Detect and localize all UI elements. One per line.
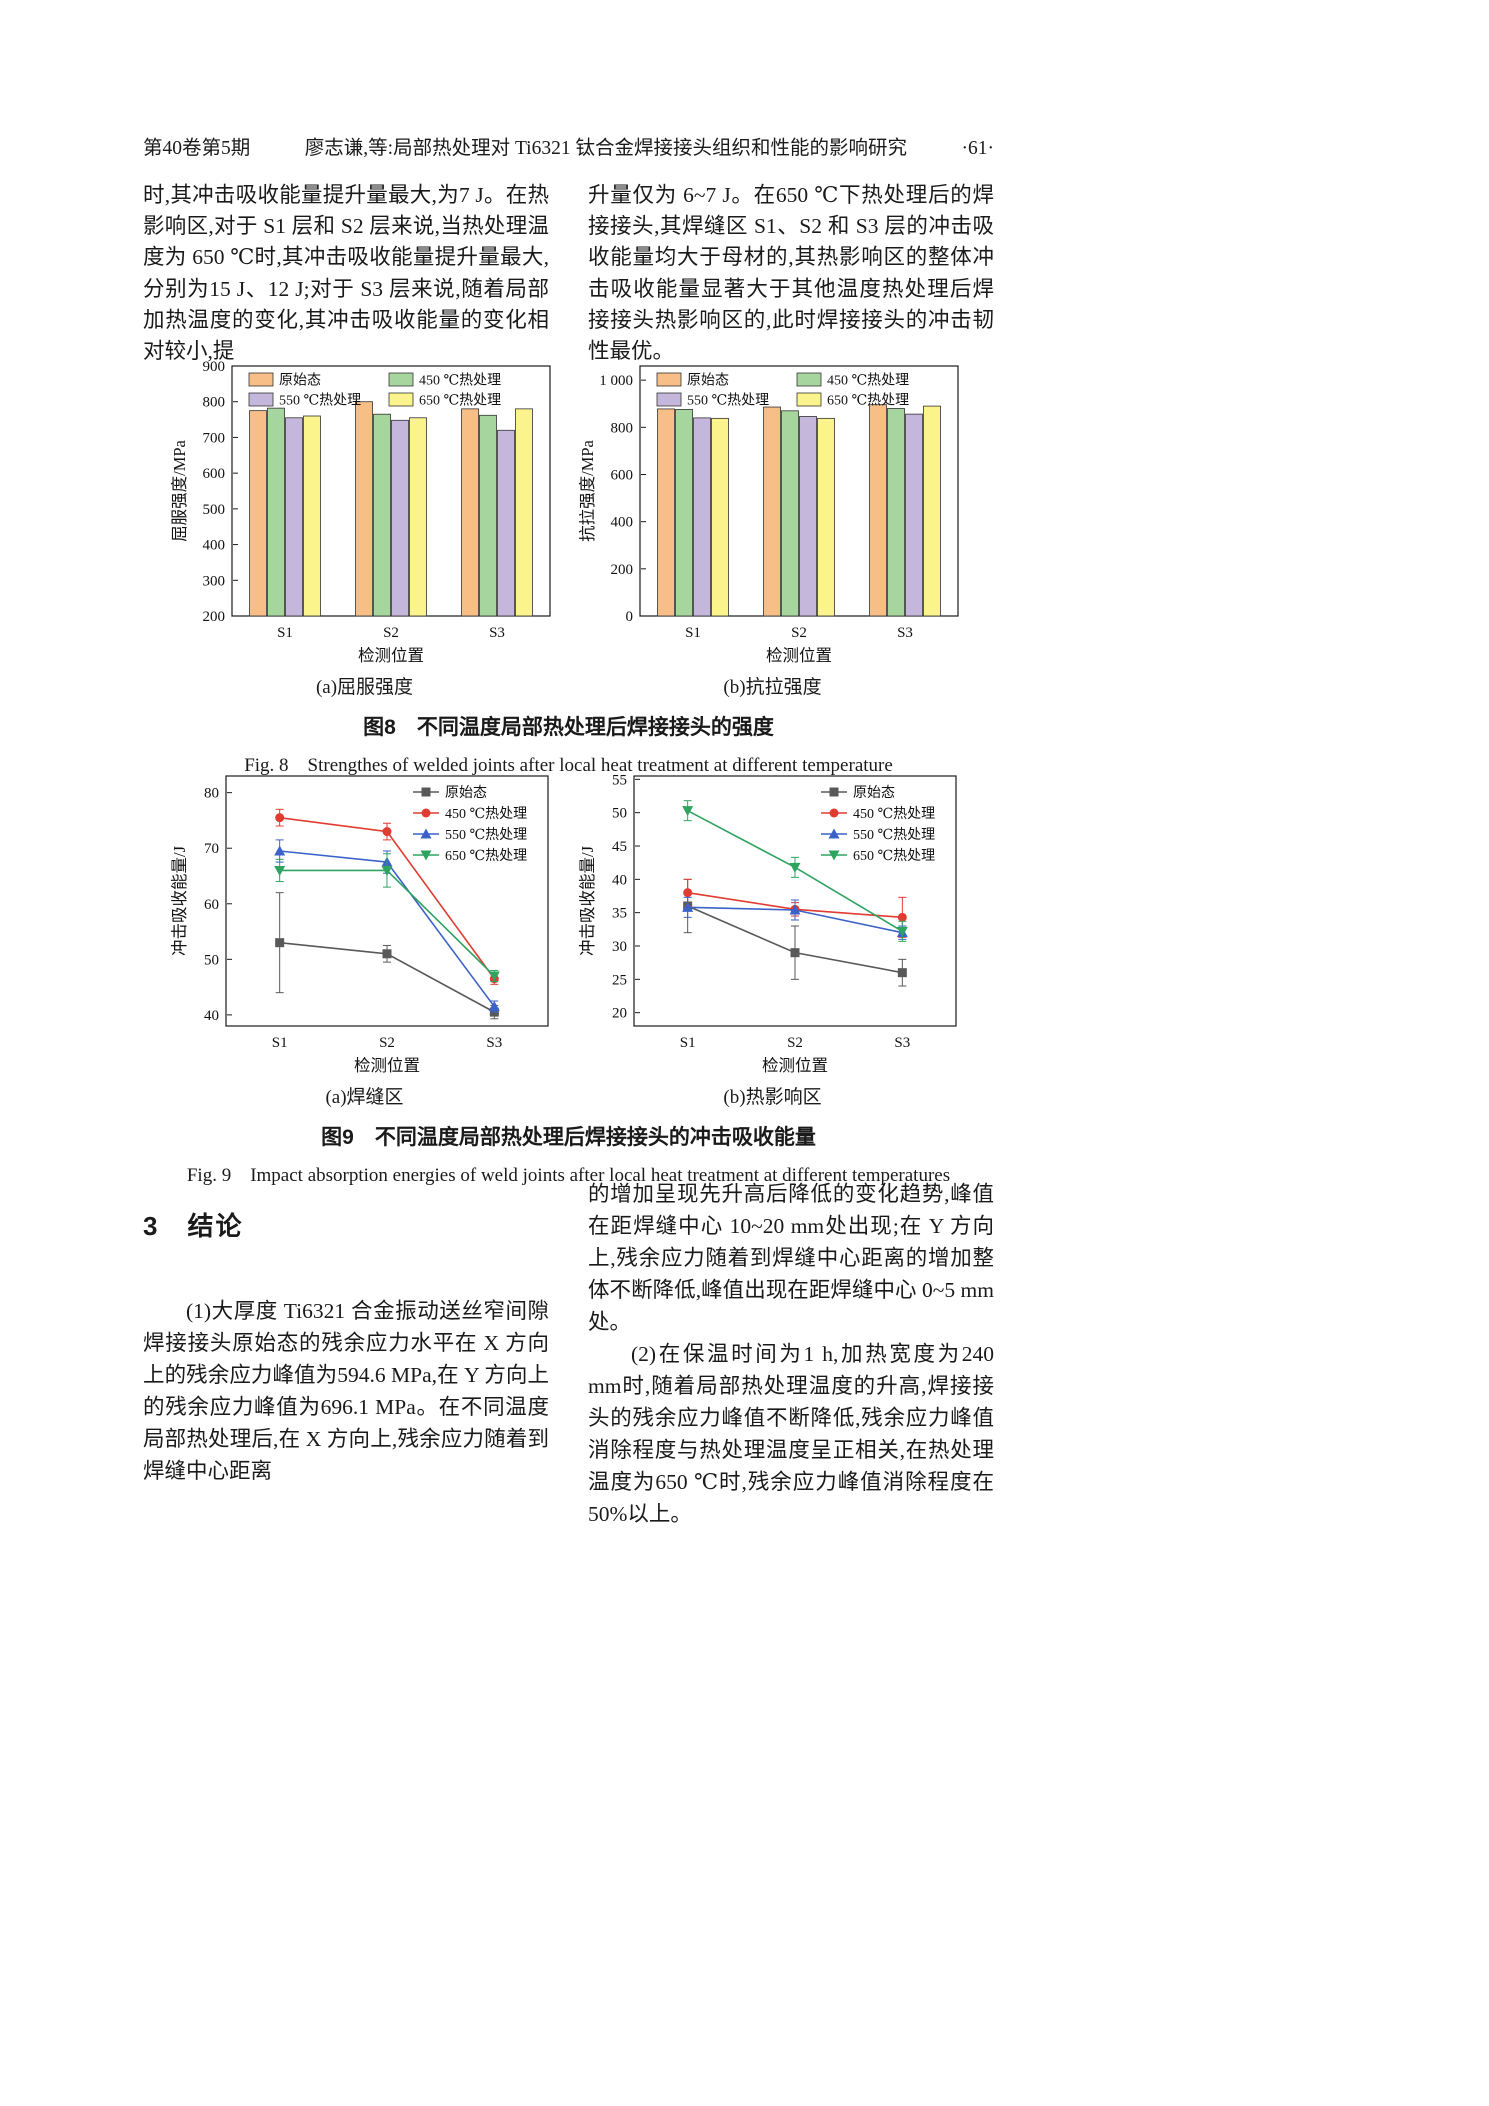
- svg-text:450 ℃热处理: 450 ℃热处理: [419, 373, 501, 389]
- svg-text:450 ℃热处理: 450 ℃热处理: [445, 806, 527, 822]
- svg-text:400: 400: [202, 538, 225, 554]
- svg-text:原始态: 原始态: [279, 373, 321, 389]
- svg-text:300: 300: [202, 573, 225, 589]
- svg-text:0: 0: [625, 609, 633, 625]
- svg-text:检测位置: 检测位置: [762, 1056, 828, 1075]
- figure-9-charts-row: 40 50 60 70 80 S1 S2 S3 检测位置 冲击吸收能量/J 原始态 450 ℃热处理 5…: [143, 768, 994, 1078]
- svg-text:S1: S1: [685, 625, 701, 641]
- conclusion-paragraph-1: (1)大厚度 Ti6321 合金振动送丝窄间隙焊接接头原始态的残余应力水平在 X…: [143, 1299, 549, 1483]
- impact-energy-haz-chart: 20 25 30 35 40 45 50 55 S1 S2 S3 检测位置 冲击吸收能量/J 原始态 450…: [578, 772, 957, 1075]
- svg-text:40: 40: [204, 1008, 219, 1024]
- conclusion-heading: 3 结论: [143, 1211, 244, 1241]
- svg-text:25: 25: [612, 972, 627, 988]
- svg-text:S1: S1: [271, 1035, 287, 1051]
- figure-8-charts-row: 200 300 400 500 600 700 800 900 S1 S2 S3 检测位置 屈服强度/M…: [143, 358, 994, 668]
- svg-text:600: 600: [202, 466, 225, 482]
- svg-text:550 ℃热处理: 550 ℃热处理: [687, 393, 769, 409]
- fig9-caption-en: Fig. 9 Impact absorption energies of wel…: [186, 1165, 951, 1186]
- conclusion-paragraph-2: 的增加呈现先升高后降低的变化趋势,峰值在距焊缝中心 10~20 mm处出现;在 …: [588, 1182, 994, 1334]
- svg-text:S3: S3: [897, 625, 913, 641]
- svg-text:700: 700: [202, 430, 225, 446]
- impact-energy-weld-zone-chart: 40 50 60 70 80 S1 S2 S3 检测位置 冲击吸收能量/J 原始态 450 ℃热处理 5…: [170, 775, 549, 1075]
- svg-text:S1: S1: [277, 625, 293, 641]
- fig8-subcaption-b: (b)抗拉强度: [723, 677, 822, 698]
- svg-text:S3: S3: [894, 1035, 910, 1051]
- svg-text:550 ℃热处理: 550 ℃热处理: [445, 827, 527, 843]
- running-title: 廖志谦,等:局部热处理对 Ti6321 钛合金焊接接头组织和性能的影响研究: [304, 138, 907, 159]
- intro-text-columns: 时,其冲击吸收能量提升量最大,为7 J。在热影响区,对于 S1 层和 S2 层来…: [143, 180, 994, 367]
- svg-text:70: 70: [204, 841, 219, 857]
- svg-text:35: 35: [612, 906, 627, 922]
- svg-text:S2: S2: [379, 1035, 395, 1051]
- tensile-strength-bar-chart: 0 200 400 600 800 1 000 S1 S2 S3 检测位置 抗拉强度/MPa 原始态 4…: [578, 365, 959, 665]
- svg-text:600: 600: [610, 467, 633, 483]
- svg-text:450 ℃热处理: 450 ℃热处理: [853, 806, 935, 822]
- svg-text:50: 50: [204, 952, 219, 968]
- fig9-subcaption-a: (a)焊缝区: [325, 1087, 404, 1108]
- figure-8-caption: 图8 不同温度局部热处理后焊接接头的强度 Fig. 8 Strengthes o…: [143, 711, 994, 777]
- svg-text:55: 55: [612, 772, 627, 788]
- svg-text:S3: S3: [486, 1035, 502, 1051]
- fig8-caption-en: Fig. 8 Strengthes of welded joints after…: [244, 755, 893, 776]
- figure-9: 40 50 60 70 80 S1 S2 S3 检测位置 冲击吸收能量/J 原始态 450 ℃热处理 5…: [143, 768, 994, 1187]
- svg-text:冲击吸收能量/J: 冲击吸收能量/J: [170, 845, 189, 956]
- svg-text:检测位置: 检测位置: [354, 1056, 420, 1075]
- page-header: 第40卷第5期 廖志谦,等:局部热处理对 Ti6321 钛合金焊接接头组织和性能…: [143, 131, 994, 160]
- fig8-caption-cn: 图8 不同温度局部热处理后焊接接头的强度: [363, 716, 774, 739]
- fig9-caption-cn: 图9 不同温度局部热处理后焊接接头的冲击吸收能量: [321, 1126, 816, 1149]
- figure-8: 200 300 400 500 600 700 800 900 S1 S2 S3 检测位置 屈服强度/M…: [143, 358, 994, 777]
- figure-9-caption: 图9 不同温度局部热处理后焊接接头的冲击吸收能量 Fig. 9 Impact a…: [143, 1121, 994, 1187]
- yield-strength-bar-chart: 200 300 400 500 600 700 800 900 S1 S2 S3 检测位置 屈服强度/M…: [170, 359, 551, 665]
- svg-text:20: 20: [612, 1006, 627, 1022]
- svg-text:400: 400: [610, 515, 633, 531]
- fig9-subcaption-b: (b)热影响区: [723, 1087, 822, 1108]
- svg-text:原始态: 原始态: [445, 785, 487, 801]
- conclusion-right-column: 的增加呈现先升高后降低的变化趋势,峰值在距焊缝中心 10~20 mm处出现;在 …: [588, 1178, 994, 1530]
- svg-text:60: 60: [204, 897, 219, 913]
- svg-text:450 ℃热处理: 450 ℃热处理: [827, 373, 909, 389]
- conclusion-paragraph-3: (2)在保温时间为1 h,加热宽度为240 mm时,随着局部热处理温度的升高,焊…: [588, 1342, 994, 1526]
- intro-paragraph-right: 升量仅为 6~7 J。在650 ℃下热处理后的焊接接头,其焊缝区 S1、S2 和…: [588, 183, 994, 364]
- svg-text:S2: S2: [787, 1035, 803, 1051]
- svg-text:800: 800: [610, 420, 633, 436]
- svg-text:650 ℃热处理: 650 ℃热处理: [827, 393, 909, 409]
- svg-text:原始态: 原始态: [687, 373, 729, 389]
- fig8-subcaption-a: (a)屈服强度: [315, 677, 414, 698]
- svg-text:200: 200: [610, 562, 633, 578]
- svg-text:30: 30: [612, 939, 627, 955]
- svg-text:检测位置: 检测位置: [358, 646, 424, 665]
- svg-text:屈服强度/MPa: 屈服强度/MPa: [170, 439, 189, 541]
- svg-text:900: 900: [202, 359, 225, 375]
- svg-text:抗拉强度/MPa: 抗拉强度/MPa: [578, 439, 597, 541]
- svg-text:1 000: 1 000: [599, 373, 633, 389]
- svg-text:200: 200: [202, 609, 225, 625]
- svg-text:S1: S1: [679, 1035, 695, 1051]
- journal-volume-issue: 第40卷第5期: [143, 138, 251, 159]
- figure-9-subcaptions: (a)焊缝区 (b)热影响区: [143, 1082, 994, 1109]
- svg-text:S3: S3: [489, 625, 505, 641]
- svg-text:45: 45: [612, 839, 627, 855]
- figure-8-subcaptions: (a)屈服强度 (b)抗拉强度: [143, 672, 994, 699]
- svg-text:550 ℃热处理: 550 ℃热处理: [279, 393, 361, 409]
- svg-text:S2: S2: [383, 625, 399, 641]
- svg-text:550 ℃热处理: 550 ℃热处理: [853, 827, 935, 843]
- svg-text:S2: S2: [791, 625, 807, 641]
- svg-text:800: 800: [202, 395, 225, 411]
- svg-text:500: 500: [202, 502, 225, 518]
- svg-text:80: 80: [204, 786, 219, 802]
- conclusion-left-column: 3 结论 (1)大厚度 Ti6321 合金振动送丝窄间隙焊接接头原始态的残余应力…: [143, 1206, 549, 1487]
- page-number: ·61·: [961, 138, 995, 159]
- svg-text:650 ℃热处理: 650 ℃热处理: [419, 393, 501, 409]
- svg-text:原始态: 原始态: [853, 785, 895, 801]
- svg-text:40: 40: [612, 872, 627, 888]
- svg-text:650 ℃热处理: 650 ℃热处理: [445, 848, 527, 864]
- svg-text:冲击吸收能量/J: 冲击吸收能量/J: [578, 845, 597, 956]
- svg-text:检测位置: 检测位置: [766, 646, 832, 665]
- svg-text:50: 50: [612, 806, 627, 822]
- svg-text:650 ℃热处理: 650 ℃热处理: [853, 848, 935, 864]
- intro-paragraph-left: 时,其冲击吸收能量提升量最大,为7 J。在热影响区,对于 S1 层和 S2 层来…: [143, 183, 549, 364]
